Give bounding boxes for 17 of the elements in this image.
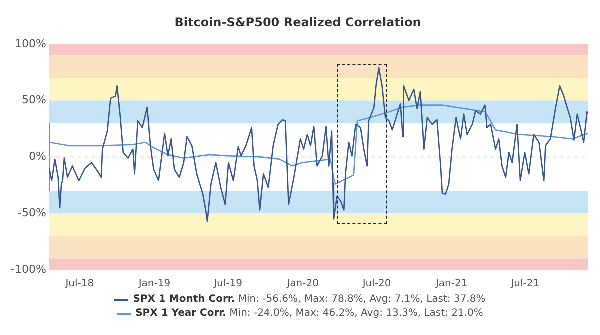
x-tick-label: Jul-19 xyxy=(213,278,242,290)
x-tick-label: Jul-18 xyxy=(64,278,94,290)
y-tick-label: 100% xyxy=(14,37,46,50)
legend-label: SPX 1 Month Corr. xyxy=(133,294,236,305)
chart-title: Bitcoin-S&P500 Realized Correlation xyxy=(174,15,422,30)
y-tick-label: 50% xyxy=(22,94,46,107)
legend-label: SPX 1 Year Corr. xyxy=(136,308,226,319)
y-tick-label: 0% xyxy=(28,150,46,164)
x-tick-label: Jul-20 xyxy=(362,278,392,290)
x-tick-label: Jan-19 xyxy=(138,278,171,290)
x-tick-label: Jan-21 xyxy=(434,278,468,290)
text: Min: -24.0%, Max: 46.2%, Avg: 13.3%, Last: 21.0% xyxy=(230,308,484,319)
y-tick-label: -50% xyxy=(18,206,46,220)
y-tick-label: -100% xyxy=(10,262,46,276)
x-tick-label: Jan-20 xyxy=(286,278,319,290)
text: Min: -56.6%, Max: 78.8%, Avg: 7.1%, Last: 37.8% xyxy=(238,294,486,305)
x-tick-label: Jul-21 xyxy=(510,278,540,290)
